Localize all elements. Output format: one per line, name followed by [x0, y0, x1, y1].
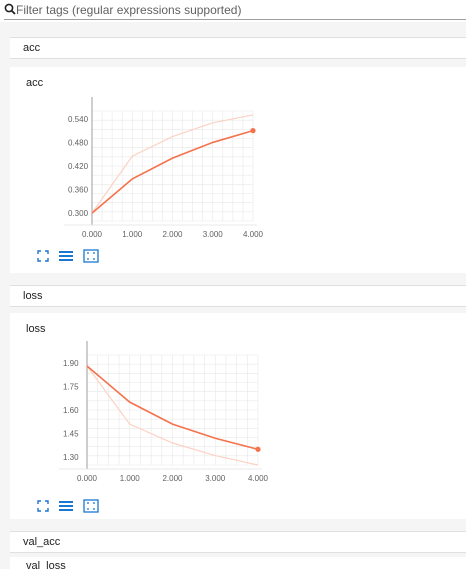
x-tick-label: 4.000 [248, 474, 269, 483]
chart-card-val-loss: val_loss [10, 557, 466, 569]
x-tick-label: 3.000 [203, 230, 224, 239]
y-tick-label: 0.480 [68, 138, 89, 147]
y-tick-label: 1.30 [63, 453, 79, 462]
group-label-loss: loss [23, 290, 43, 302]
group-header-acc[interactable]: acc [10, 37, 466, 59]
smoothed-series-line [86, 365, 259, 451]
raw-series-line [91, 114, 254, 214]
x-tick-label: 0.000 [77, 474, 98, 483]
fit-domain-icon[interactable] [83, 249, 99, 263]
chart-card-loss: loss 1.30 1.45 1.60 1.75 1.90 0.000 1.000 2.000… [10, 313, 466, 519]
filter-underline [4, 19, 466, 20]
group-label-acc: acc [23, 42, 41, 54]
group-header-loss[interactable]: loss [10, 285, 466, 307]
x-tick-label: 4.000 [243, 230, 264, 239]
group-header-val-acc[interactable]: val_acc [10, 531, 466, 553]
list-icon[interactable] [58, 499, 74, 513]
chart-loss[interactable]: 1.30 1.45 1.60 1.75 1.90 0.000 1.000 2.000 3.000… [10, 341, 280, 516]
y-tick-label: 1.60 [63, 406, 79, 415]
last-point-marker [255, 446, 261, 452]
raw-series-line [86, 365, 259, 466]
y-tick-label: 1.45 [63, 430, 79, 439]
list-icon[interactable] [58, 249, 74, 263]
y-tick-label: 1.90 [63, 359, 79, 368]
tag-filter[interactable]: Filter tags (regular expressions support… [0, 0, 466, 22]
fit-domain-icon[interactable] [83, 499, 99, 513]
last-point-marker [250, 128, 256, 134]
y-tick-label: 0.540 [68, 115, 89, 124]
chart-card-acc: acc 0.300 0.360 0.420 0.480 0.540 0.000 1.000 2… [10, 67, 466, 273]
filter-placeholder: Filter tags (regular expressions support… [16, 3, 242, 17]
group-label-val-acc: val_acc [23, 536, 61, 548]
expand-icon[interactable] [36, 249, 50, 263]
expand-icon[interactable] [36, 499, 50, 513]
x-tick-label: 1.000 [120, 474, 141, 483]
x-tick-label: 2.000 [162, 474, 183, 483]
y-tick-label: 0.360 [68, 186, 89, 195]
x-tick-label: 3.000 [205, 474, 226, 483]
chart-tools-loss [36, 497, 103, 515]
y-tick-label: 0.300 [68, 209, 89, 218]
smoothed-series-line [91, 129, 254, 214]
y-tick-label: 1.75 [63, 382, 79, 391]
chart-title-val-loss: val_loss [26, 560, 66, 569]
chart-title-loss: loss [26, 323, 46, 335]
x-tick-label: 2.000 [162, 230, 183, 239]
x-tick-label: 0.000 [82, 230, 103, 239]
x-tick-label: 1.000 [122, 230, 143, 239]
y-tick-label: 0.420 [68, 162, 89, 171]
chart-title-acc: acc [26, 77, 44, 89]
chart-acc[interactable]: 0.300 0.360 0.420 0.480 0.540 0.000 1.000 2.000… [10, 95, 280, 270]
search-icon [4, 3, 16, 15]
chart-tools-acc [36, 247, 103, 265]
